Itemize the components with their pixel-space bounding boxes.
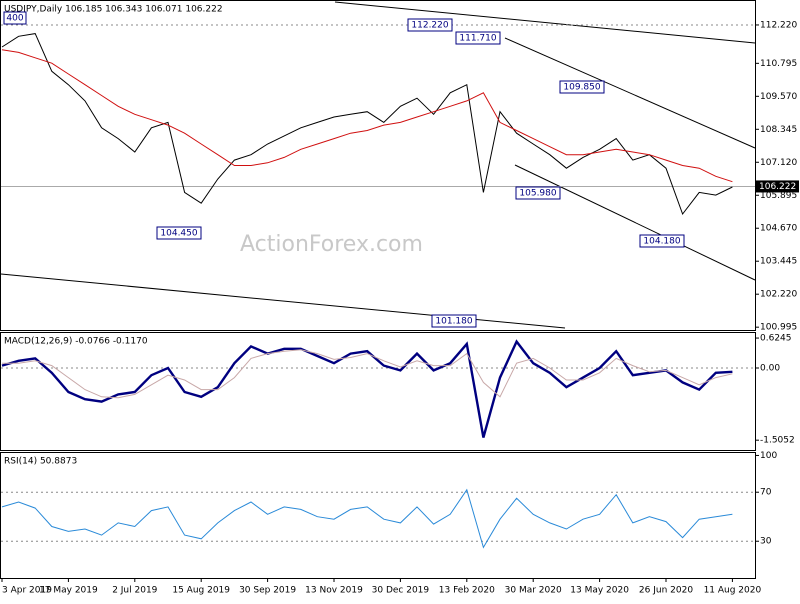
y-tick-label: -1.5052 — [760, 436, 795, 446]
annotation-box — [431, 314, 477, 328]
y-tick-label: 70 — [760, 488, 772, 498]
x-tick-label: 11 Aug 2020 — [704, 586, 762, 596]
current-price-label: 106.222 — [759, 182, 796, 192]
current-price-box — [755, 180, 799, 193]
trend-line — [334, 1, 756, 44]
channel-line — [514, 164, 756, 281]
annotation-box — [559, 80, 605, 94]
x-tick-label: 3 Apr 2019 — [2, 586, 52, 596]
rsi-panel — [0, 452, 756, 579]
price-panel — [0, 0, 756, 331]
x-tick-label: 30 Sep 2019 — [239, 586, 296, 596]
series-line — [1, 33, 733, 216]
annotation: 111.710 — [459, 34, 496, 44]
x-tick-label: 26 Jun 2020 — [639, 586, 693, 596]
y-tick-label: 102.220 — [760, 290, 797, 300]
y-tick-label: 0.00 — [760, 364, 780, 374]
y-tick-label: 108.345 — [760, 125, 797, 135]
series-line — [1, 49, 733, 183]
panel-title: RSI(14) 50.8873 — [4, 457, 77, 467]
annotation: 104.180 — [643, 237, 680, 247]
panel-title: USDJPY,Daily 106.185 106.343 106.071 106… — [4, 5, 223, 15]
y-tick-label: 100.995 — [760, 323, 797, 333]
annotation: 101.180 — [435, 317, 472, 327]
y-tick-label: 105.895 — [760, 191, 797, 201]
y-tick-label: 100 — [760, 451, 777, 461]
x-tick-label: 2 Jul 2019 — [112, 586, 157, 596]
x-tick-label: 30 Dec 2019 — [372, 586, 430, 596]
annotation: 112.220 — [411, 21, 448, 31]
channel-line — [504, 37, 756, 149]
x-tick-label: 13 Nov 2019 — [305, 586, 363, 596]
series-line — [1, 339, 733, 438]
annotation: 105.980 — [519, 189, 556, 199]
panel-title: MACD(12,26,9) -0.0766 -0.1170 — [4, 337, 148, 347]
annotation-box — [515, 186, 561, 200]
series-line — [1, 488, 733, 549]
annotation: 109.850 — [563, 83, 600, 93]
macd-panel — [0, 332, 756, 451]
annotation: 400 — [6, 14, 23, 24]
x-tick-label: 13 Feb 2020 — [439, 586, 495, 596]
annotation-box — [156, 226, 202, 240]
annotation-box — [455, 31, 501, 45]
watermark: ActionForex.com — [240, 232, 423, 257]
y-tick-label: 0.6245 — [760, 334, 792, 344]
annotation: 104.450 — [160, 229, 197, 239]
y-tick-label: 103.445 — [760, 257, 797, 267]
x-tick-label: 15 Aug 2019 — [172, 586, 230, 596]
y-tick-label: 30 — [760, 537, 772, 547]
annotation-box — [407, 18, 453, 32]
x-tick-label: 17 May 2019 — [39, 586, 98, 596]
annotation-box — [639, 234, 685, 248]
y-tick-label: 112.220 — [760, 20, 797, 30]
y-tick-label: 107.120 — [760, 158, 797, 168]
y-tick-label: 110.795 — [760, 59, 797, 69]
series-line — [2, 349, 733, 399]
y-tick-label: 104.670 — [760, 224, 797, 234]
y-tick-label: 109.570 — [760, 92, 797, 102]
annotation-box — [3, 11, 27, 25]
x-tick-label: 30 Mar 2020 — [505, 586, 562, 596]
x-tick-label: 13 May 2020 — [570, 586, 629, 596]
